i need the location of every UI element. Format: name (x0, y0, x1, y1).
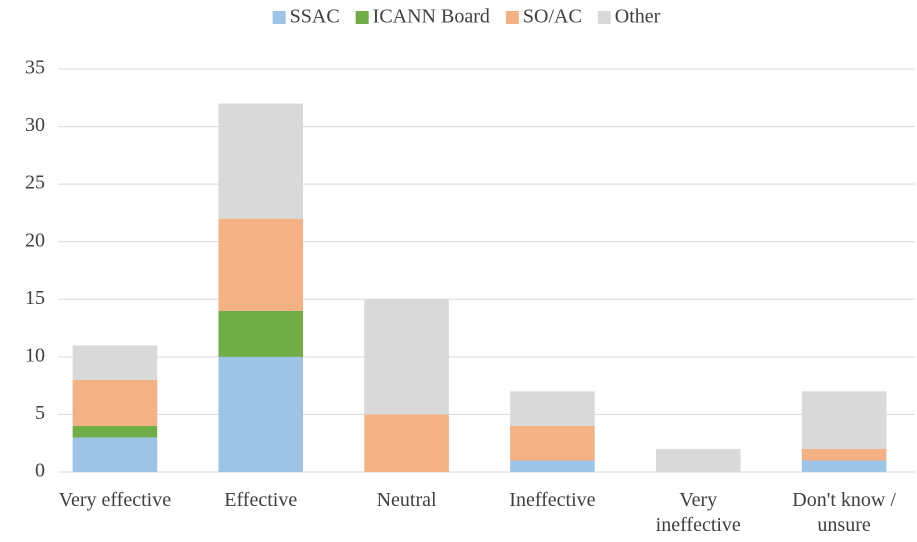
y-tick-label: 25 (25, 172, 45, 194)
bar-segment (218, 356, 304, 472)
bar-segment (218, 310, 304, 357)
bar-segment (72, 437, 158, 472)
x-tick-label: Very ineffective (655, 489, 741, 536)
y-tick-label: 20 (25, 229, 45, 251)
bar-segment (364, 414, 449, 472)
bar-segment (218, 103, 304, 219)
bar-segment (510, 391, 595, 426)
legend-label: Other (615, 6, 661, 28)
bar-segment (510, 460, 595, 472)
y-tick-label: 30 (25, 114, 45, 136)
bar-segment (364, 299, 449, 415)
legend-swatch (272, 11, 286, 24)
x-tick-label: Very effective (58, 489, 172, 511)
bar-segment (801, 448, 887, 461)
legend-swatch (597, 11, 611, 24)
y-tick-label: 35 (25, 57, 45, 79)
legend-label: SO/AC (523, 6, 582, 28)
x-tick-label: Don't know / unsure (792, 489, 896, 536)
x-tick-label: Effective (224, 489, 298, 511)
legend-swatch (355, 11, 369, 24)
y-tick-label: 10 (25, 344, 45, 366)
bar-segment (72, 425, 158, 438)
bar-segment (218, 218, 304, 311)
y-tick-label: 0 (35, 460, 45, 482)
legend-label: ICANN Board (373, 6, 490, 28)
bar-segment (801, 391, 887, 449)
legend-label: SSAC (290, 6, 340, 28)
x-tick-label: Neutral (376, 489, 437, 511)
y-tick-label: 15 (25, 287, 45, 309)
bar-segment (72, 345, 158, 380)
x-tick-label: Ineffective (509, 489, 596, 511)
bar-segment (801, 460, 887, 472)
legend-swatch (505, 11, 519, 24)
bar-segment (655, 448, 741, 472)
bar-segment (72, 379, 158, 426)
bar-segment (510, 425, 595, 461)
y-tick-label: 5 (35, 402, 45, 424)
